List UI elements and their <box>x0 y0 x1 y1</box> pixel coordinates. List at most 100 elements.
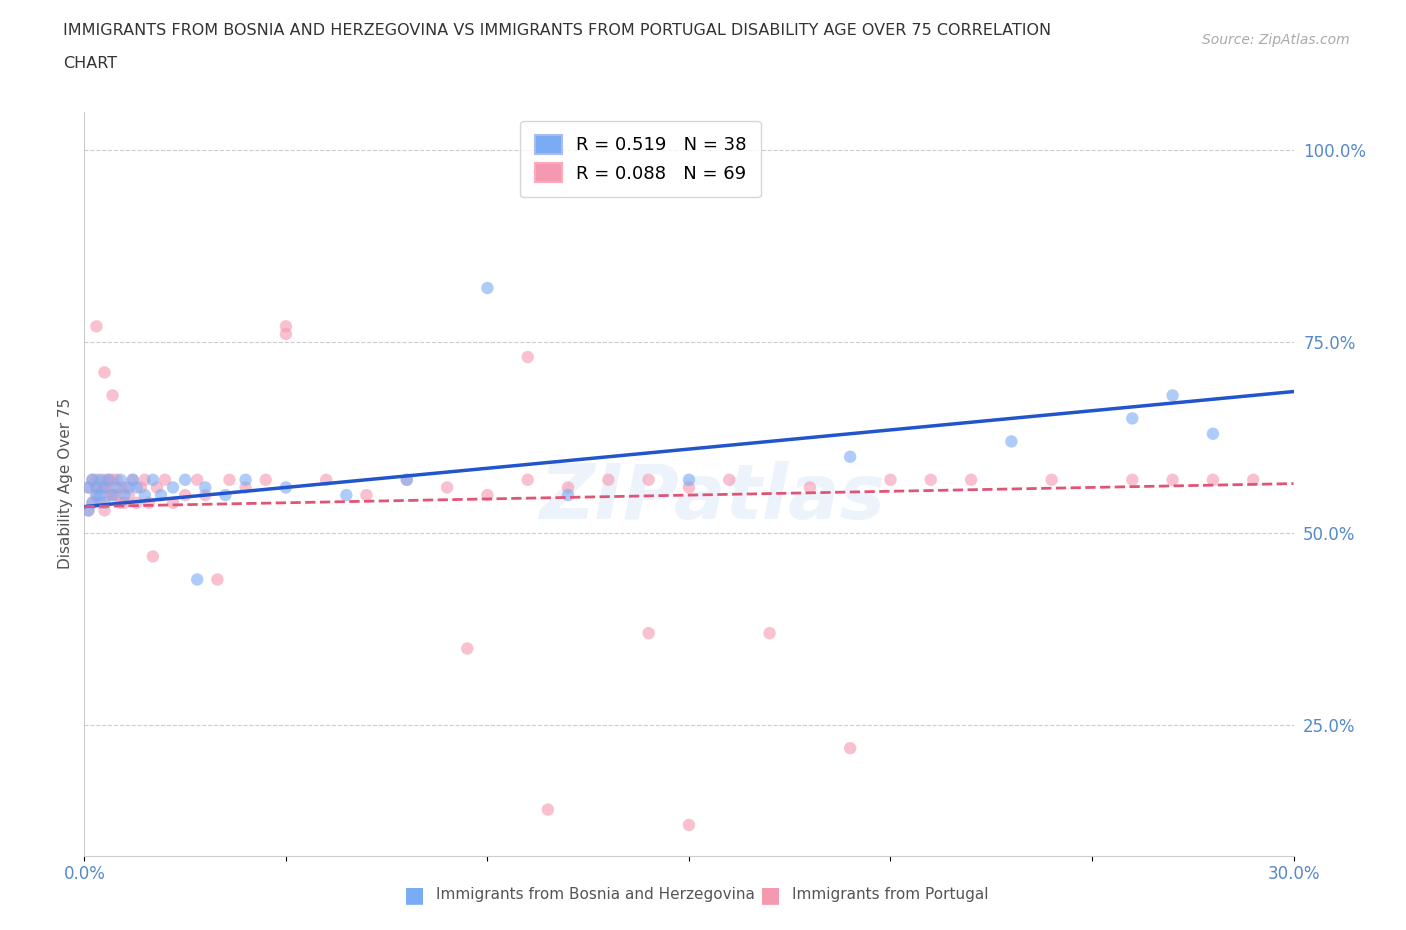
Point <box>149 487 172 502</box>
Point <box>186 472 208 487</box>
Point <box>456 641 478 656</box>
Point <box>557 487 579 502</box>
Point <box>105 472 128 487</box>
Point <box>395 472 418 487</box>
Y-axis label: Disability Age Over 75: Disability Age Over 75 <box>58 398 73 569</box>
Point <box>960 472 983 487</box>
Point <box>89 480 111 495</box>
Point <box>89 496 111 511</box>
Point <box>82 472 104 487</box>
Point <box>678 472 700 487</box>
Point <box>77 480 100 495</box>
Point <box>537 803 560 817</box>
Point <box>920 472 942 487</box>
Point <box>110 472 132 487</box>
Point <box>89 487 111 502</box>
Point <box>93 480 115 495</box>
Point <box>516 350 538 365</box>
Text: ZIPatlas: ZIPatlas <box>540 461 886 536</box>
Text: IMMIGRANTS FROM BOSNIA AND HERZEGOVINA VS IMMIGRANTS FROM PORTUGAL DISABILITY AG: IMMIGRANTS FROM BOSNIA AND HERZEGOVINA V… <box>63 23 1052 38</box>
Point <box>101 487 124 502</box>
Point <box>114 487 136 502</box>
Point <box>93 496 115 511</box>
Point <box>77 480 100 495</box>
Point <box>105 480 128 495</box>
Point <box>194 487 217 502</box>
Point <box>134 487 156 502</box>
Point <box>118 480 141 495</box>
Point <box>82 496 104 511</box>
Point <box>678 480 700 495</box>
Point <box>315 472 337 487</box>
Point <box>114 496 136 511</box>
Point <box>93 480 115 495</box>
Point <box>89 472 111 487</box>
Legend: R = 0.519   N = 38, R = 0.088   N = 69: R = 0.519 N = 38, R = 0.088 N = 69 <box>520 121 761 197</box>
Point <box>174 487 197 502</box>
Point <box>395 472 418 487</box>
Point <box>186 572 208 587</box>
Point <box>1161 472 1184 487</box>
Point <box>477 487 499 502</box>
Point <box>1000 434 1022 449</box>
Point <box>218 472 240 487</box>
Point <box>799 480 821 495</box>
Point <box>1040 472 1063 487</box>
Point <box>1121 472 1143 487</box>
Point <box>637 472 659 487</box>
Point <box>174 472 197 487</box>
Point <box>114 480 136 495</box>
Point <box>97 472 120 487</box>
Point <box>86 319 108 334</box>
Point <box>678 817 700 832</box>
Point <box>1161 388 1184 403</box>
Point <box>637 626 659 641</box>
Point <box>274 480 297 495</box>
Point <box>1202 426 1225 441</box>
Text: ■: ■ <box>761 884 780 905</box>
Point <box>125 496 148 511</box>
Point <box>93 365 115 379</box>
Point <box>97 480 120 495</box>
Point <box>274 326 297 341</box>
Point <box>758 626 780 641</box>
Point <box>138 496 160 511</box>
Point <box>101 487 124 502</box>
Point <box>839 449 862 464</box>
Point <box>516 472 538 487</box>
Point <box>162 480 184 495</box>
Point <box>86 487 108 502</box>
Point <box>118 487 141 502</box>
Point <box>718 472 741 487</box>
Point <box>129 480 152 495</box>
Point <box>101 472 124 487</box>
Text: Source: ZipAtlas.com: Source: ZipAtlas.com <box>1202 33 1350 46</box>
Point <box>77 503 100 518</box>
Point <box>86 480 108 495</box>
Point <box>254 472 277 487</box>
Point <box>110 480 132 495</box>
Point <box>274 319 297 334</box>
Point <box>101 388 124 403</box>
Point <box>162 496 184 511</box>
Point <box>235 480 257 495</box>
Point <box>436 480 458 495</box>
Point <box>142 549 165 564</box>
Point <box>1241 472 1264 487</box>
Text: CHART: CHART <box>63 56 117 71</box>
Text: ■: ■ <box>405 884 425 905</box>
Point <box>598 472 620 487</box>
Point <box>121 472 143 487</box>
Point <box>142 472 165 487</box>
Text: Immigrants from Portugal: Immigrants from Portugal <box>792 887 988 902</box>
Text: Immigrants from Bosnia and Herzegovina: Immigrants from Bosnia and Herzegovina <box>436 887 755 902</box>
Point <box>97 472 120 487</box>
Point <box>121 472 143 487</box>
Point <box>77 503 100 518</box>
Point <box>146 480 169 495</box>
Point <box>153 472 176 487</box>
Point <box>125 480 148 495</box>
Point <box>97 487 120 502</box>
Point <box>110 496 132 511</box>
Point <box>335 487 357 502</box>
